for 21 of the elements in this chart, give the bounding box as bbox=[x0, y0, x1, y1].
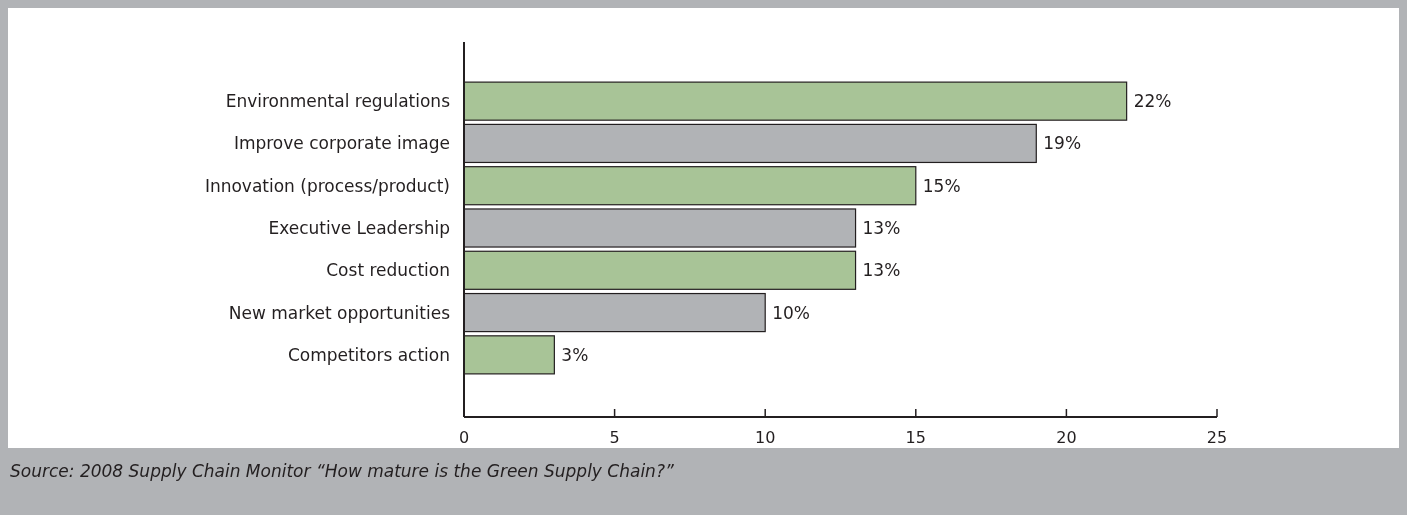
y-tick-label: Improve corporate image bbox=[233, 133, 450, 154]
y-tick-label: Competitors action bbox=[287, 344, 450, 365]
data-label: 15% bbox=[922, 175, 961, 196]
y-tick-label: New market opportunities bbox=[228, 302, 451, 323]
x-tick-label: 10 bbox=[755, 428, 776, 447]
x-tick-label: 5 bbox=[609, 428, 620, 447]
x-tick-label: 25 bbox=[1206, 428, 1228, 447]
data-label: 22% bbox=[1133, 91, 1172, 112]
y-tick-label: Innovation (process/product) bbox=[204, 175, 450, 196]
data-label: 13% bbox=[862, 218, 901, 238]
x-tick-label: 15 bbox=[905, 428, 926, 447]
y-tick-label: Environmental regulations bbox=[225, 91, 451, 112]
data-label: 10% bbox=[772, 302, 810, 323]
y-tick-label: Cost reduction bbox=[326, 260, 450, 281]
y-tick-label: Executive Leadership bbox=[268, 218, 450, 238]
source-note: Source: 2008 Supply Chain Monitor “How mature is the Green Supply Chain?” bbox=[10, 461, 674, 481]
data-label: 3% bbox=[561, 344, 589, 365]
x-tick-label: 0 bbox=[458, 428, 470, 447]
x-tick-label: 20 bbox=[1056, 428, 1077, 447]
data-label: 19% bbox=[1043, 133, 1082, 154]
data-label: 13% bbox=[862, 260, 901, 281]
